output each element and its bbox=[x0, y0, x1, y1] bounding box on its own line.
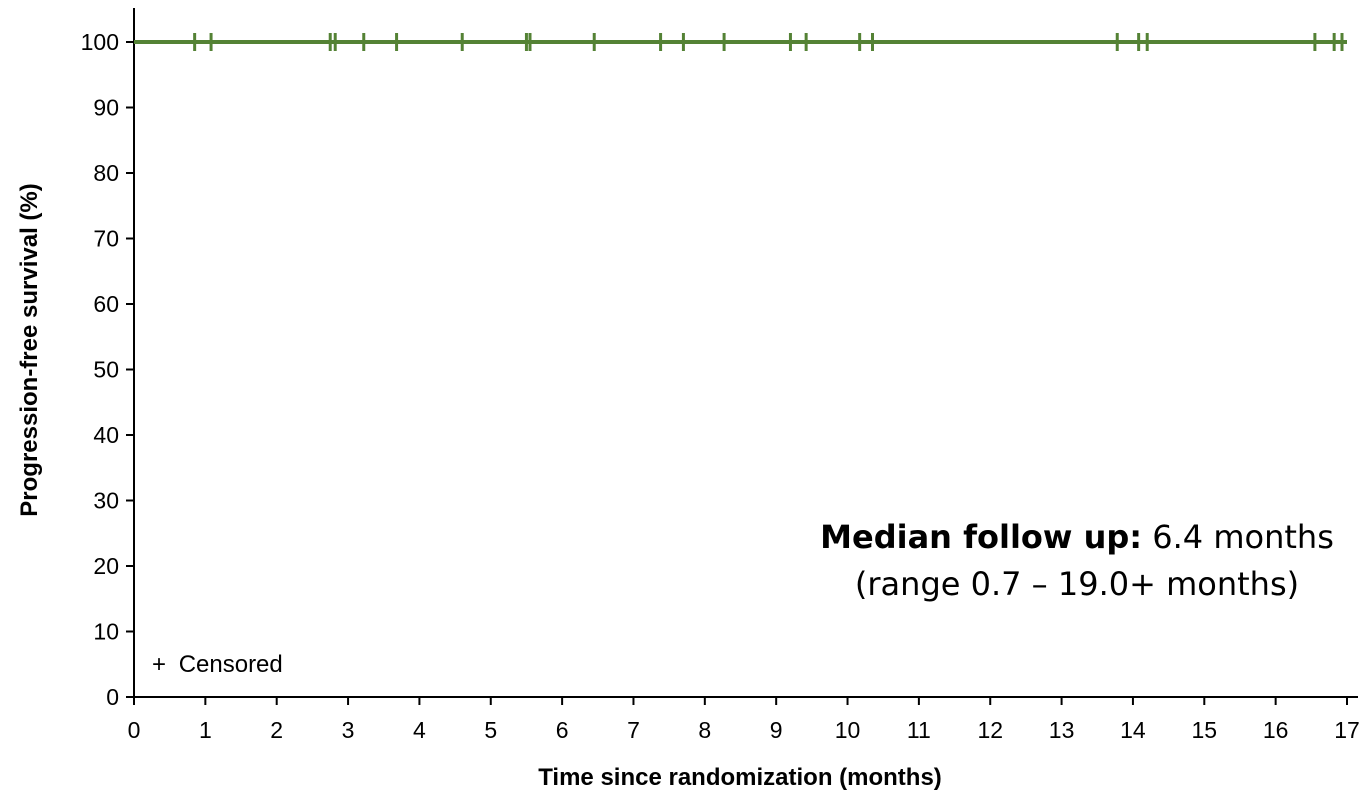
legend-censored: + Censored bbox=[152, 651, 283, 678]
chart-marks bbox=[134, 33, 1347, 51]
x-axis-title: Time since randomization (months) bbox=[538, 764, 942, 791]
y-tick-label: 20 bbox=[93, 553, 119, 579]
x-tick-label: 6 bbox=[556, 717, 569, 743]
legend-label: Censored bbox=[179, 651, 283, 678]
y-tick-label: 10 bbox=[93, 619, 119, 645]
x-tick-label: 14 bbox=[1120, 717, 1146, 743]
x-tick-label: 3 bbox=[342, 717, 355, 743]
y-tick-label: 60 bbox=[93, 291, 119, 317]
x-tick-label: 2 bbox=[270, 717, 283, 743]
y-tick-label: 50 bbox=[93, 357, 119, 383]
x-tick-label: 1 bbox=[199, 717, 212, 743]
x-tick-label: 10 bbox=[835, 717, 861, 743]
axes: 0 1 2 3 4 5 6 7 8 9 10 11 12 13 14 15 16 1701020304050607… bbox=[81, 8, 1360, 743]
legend-symbol: + bbox=[152, 651, 166, 678]
x-tick-label: 11 bbox=[907, 717, 931, 743]
y-tick-label: 0 bbox=[106, 684, 119, 710]
x-tick-label: 4 bbox=[413, 717, 426, 743]
x-tick-label: 16 bbox=[1263, 717, 1289, 743]
y-tick-label: 40 bbox=[93, 422, 119, 448]
x-tick-label: 13 bbox=[1049, 717, 1075, 743]
x-tick-label: 7 bbox=[627, 717, 640, 743]
x-tick-label: 5 bbox=[484, 717, 497, 743]
x-tick-label: 12 bbox=[977, 717, 1003, 743]
follow-up-range: (range 0.7 – 19.0+ months) bbox=[855, 565, 1299, 603]
median-follow-up-annotation: Median follow up: 6.4 months bbox=[820, 518, 1334, 556]
median-follow-up-label: Median follow up: bbox=[820, 518, 1142, 556]
x-tick-label: 17 bbox=[1334, 717, 1360, 743]
y-axis-title: Progression-free survival (%) bbox=[16, 183, 43, 516]
y-tick-label: 100 bbox=[81, 29, 119, 55]
y-tick-label: 70 bbox=[93, 226, 119, 252]
x-tick-label: 15 bbox=[1191, 717, 1217, 743]
x-tick-label: 8 bbox=[698, 717, 711, 743]
x-tick-label: 0 bbox=[128, 717, 141, 743]
x-tick-label: 9 bbox=[770, 717, 783, 743]
y-tick-label: 80 bbox=[93, 160, 119, 186]
y-tick-label: 30 bbox=[93, 488, 119, 514]
y-tick-label: 90 bbox=[93, 95, 119, 121]
median-follow-up-value: 6.4 months bbox=[1142, 518, 1334, 556]
